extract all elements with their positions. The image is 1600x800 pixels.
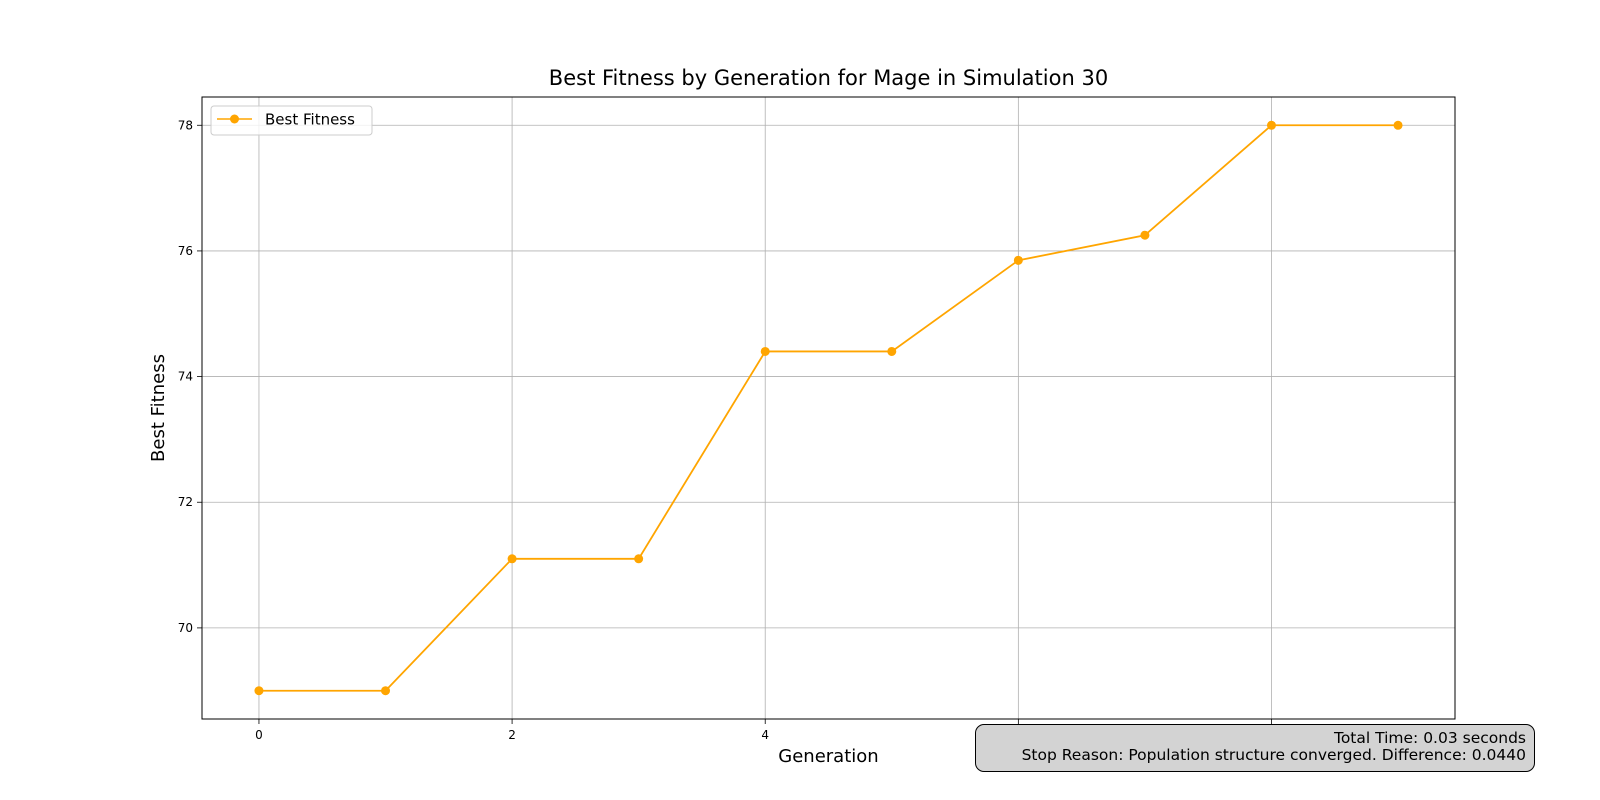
y-tick-label: 76 (178, 244, 193, 258)
stop-reason-text: Stop Reason: Population structure conver… (1021, 746, 1526, 764)
run-info-box: Total Time: 0.03 seconds Stop Reason: Po… (975, 724, 1535, 772)
legend-box (210, 105, 373, 136)
plot-frame (201, 96, 1456, 720)
data-point (760, 346, 770, 356)
y-tick-label: 78 (178, 118, 193, 132)
legend-label: Best Fitness (265, 111, 355, 129)
series-line (258, 124, 1399, 692)
x-tick-label: 0 (255, 728, 263, 742)
y-tick-label: 70 (178, 621, 193, 635)
x-tick-label: 2 (508, 728, 516, 742)
data-point (1013, 255, 1023, 265)
series-layer (254, 120, 1403, 696)
legend-marker-swatch (230, 114, 239, 124)
y-tick-label: 74 (178, 370, 193, 384)
data-point (381, 686, 391, 696)
data-point (1266, 120, 1276, 130)
chart-title: Best Fitness by Generation for Mage in S… (549, 66, 1108, 90)
y-tick-label: 72 (178, 495, 193, 509)
data-point (507, 554, 517, 564)
data-point (887, 346, 897, 356)
total-time-text: Total Time: 0.03 seconds (1333, 729, 1526, 747)
data-point (254, 686, 264, 696)
axis-ticks: 0 2 4 70 72 74 76 78 (178, 118, 1272, 742)
data-point (1393, 120, 1403, 130)
data-point (1140, 230, 1150, 240)
data-point (634, 554, 644, 564)
legend: Best Fitness (210, 105, 373, 136)
y-axis-title: Best Fitness (148, 354, 169, 462)
x-tick-label: 4 (761, 728, 769, 742)
x-axis-title: Generation (778, 746, 878, 767)
grid-lines (202, 97, 1455, 719)
